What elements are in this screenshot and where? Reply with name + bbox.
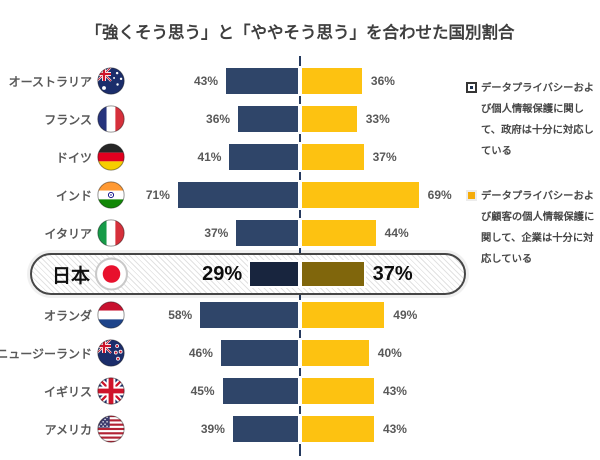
country-label: イタリア [44,226,92,241]
bar-company [301,182,419,208]
country-row-5: 日本 29% 37% [0,252,600,296]
right-value-label: 33% [365,112,390,126]
flag-new-zealand-icon [97,339,125,367]
legend-swatch-company-icon [466,190,477,201]
bar-government [236,220,299,246]
country-row-2: ドイツ 41% 37% [0,138,600,176]
flag-netherlands-icon [97,301,125,329]
chart-title: 「強くそう思う」と「ややそう思う」を合わせた国別割合 [85,24,515,42]
bar-company [301,68,362,94]
bar-company [301,378,374,404]
flag-germany-icon [97,143,125,171]
left-value-label: 29% [202,262,243,285]
bar-government [200,302,299,328]
country-label: 日本 [51,265,90,287]
right-value-label: 36% [370,74,395,88]
country-row-3: インド 71% 69% [0,176,600,214]
left-value-label: 58% [168,308,193,322]
country-row-0: オーストラリア 43% 36% [0,62,600,100]
legend-swatch-government-icon [466,82,477,93]
bar-government [232,416,299,442]
country-label: オランダ [43,308,92,323]
legend-item-government: データプライバシーおよび個人情報保護に関して、政府は十分に対応している [466,78,600,162]
right-value-label: 40% [377,346,402,360]
flag-uk-icon [97,377,125,405]
flag-japan-icon [95,257,128,291]
left-value-label: 71% [145,188,170,202]
country-label: ドイツ [55,150,92,165]
right-value-label: 37% [372,150,397,164]
left-value-label: 45% [190,384,215,398]
country-label: イギリス [43,384,92,399]
left-value-label: 43% [194,74,219,88]
right-value-label: 69% [427,188,452,202]
flag-italy-icon [97,219,125,247]
country-label: オーストラリア [8,74,92,89]
bar-government [238,106,299,132]
right-value-label: 43% [382,422,407,436]
right-value-label: 44% [384,226,409,240]
country-row-7: ニュージーランド 46% 40% [0,334,600,372]
bar-government [226,68,299,94]
bar-company [301,106,357,132]
right-value-label: 43% [382,384,407,398]
bar-company [301,144,364,170]
flag-france-icon [97,105,125,133]
country-row-6: オランダ 58% 49% [0,296,600,334]
country-row-1: フランス 36% 33% [0,100,600,138]
legend-label-government: データプライバシーおよび個人情報保護に関して、政府は十分に対応している [481,83,595,157]
country-row-4: イタリア 37% 44% [0,214,600,252]
bar-company [301,220,376,246]
country-label: ニュージーランド [0,346,92,361]
flag-india-icon [97,181,125,209]
bar-company [301,340,369,366]
country-row-9: アメリカ 39% 43% [0,410,600,448]
bar-company [301,302,385,328]
bar-government [250,262,299,286]
bar-government [222,378,299,404]
left-value-label: 39% [200,422,225,436]
left-value-label: 46% [188,346,213,360]
legend-label-company: データプライバシーおよび顧客の個人情報保護に関して、企業は十分に対応している [481,191,595,265]
bar-government [177,182,299,208]
right-value-label: 37% [372,262,413,285]
country-label: インド [55,188,92,203]
left-value-label: 36% [206,112,231,126]
country-label: アメリカ [44,422,92,437]
bar-company [301,416,374,442]
right-value-label: 49% [393,308,418,322]
bar-government [229,144,299,170]
bar-government [220,340,299,366]
flag-usa-icon [97,415,125,443]
country-row-8: イギリス 45% 43% [0,372,600,410]
country-label: フランス [44,112,92,127]
legend-item-company: データプライバシーおよび顧客の個人情報保護に関して、企業は十分に対応している [466,186,600,270]
flag-australia-icon [97,67,125,95]
rows: オーストラリア 43% 36% フランス 36% 33% ドイツ 41% 37% インド 71% 69… [0,62,600,448]
bar-company [301,262,364,286]
left-value-label: 37% [204,226,229,240]
left-value-label: 41% [197,150,222,164]
